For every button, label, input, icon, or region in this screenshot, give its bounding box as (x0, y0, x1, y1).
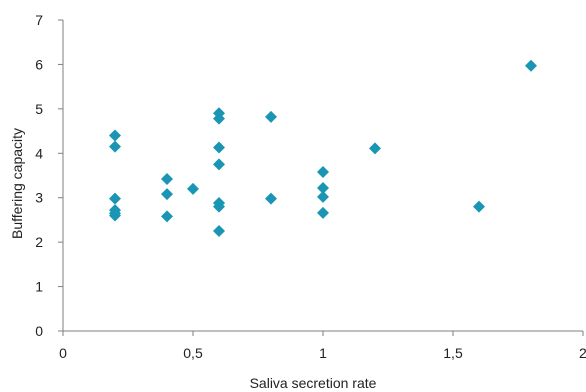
y-tick-label: 2 (35, 234, 43, 250)
data-point (109, 140, 121, 153)
data-point (265, 110, 277, 123)
data-point (187, 182, 199, 195)
data-point (161, 173, 173, 186)
data-point (317, 165, 329, 178)
data-point (109, 129, 121, 142)
x-axis-title: Saliva secretion rate (250, 375, 377, 391)
y-tick-label: 0 (35, 323, 43, 339)
data-point (473, 200, 485, 213)
y-tick-label: 1 (35, 279, 43, 295)
data-point (213, 112, 225, 125)
data-point (213, 141, 225, 154)
y-axis-title: Buffering capacity (9, 128, 25, 239)
x-tick-label: 0 (59, 345, 67, 361)
data-point (213, 225, 225, 238)
x-tick-label: 1 (319, 345, 327, 361)
data-point (369, 142, 381, 155)
data-point (265, 192, 277, 205)
data-point (525, 59, 537, 72)
data-points (109, 59, 537, 238)
y-tick-label: 6 (35, 56, 43, 72)
data-point (317, 190, 329, 203)
data-point (317, 206, 329, 219)
data-point (161, 210, 173, 223)
data-point (317, 181, 329, 194)
data-point (161, 188, 173, 201)
y-tick-label: 4 (35, 145, 43, 161)
y-tick-label: 3 (35, 190, 43, 206)
x-tick-label: 0,5 (183, 345, 203, 361)
y-tick-label: 7 (35, 12, 43, 28)
data-point (109, 209, 121, 222)
y-tick-label: 5 (35, 101, 43, 117)
data-point (213, 158, 225, 171)
data-point (109, 192, 121, 205)
y-axis-ticks: 0 1 2 3 4 5 6 7 (35, 12, 63, 339)
x-tick-label: 2 (579, 345, 586, 361)
x-tick-label: 1,5 (443, 345, 463, 361)
data-point (213, 200, 225, 213)
x-axis-ticks: 0 0,5 1 1,5 2 (59, 331, 586, 361)
